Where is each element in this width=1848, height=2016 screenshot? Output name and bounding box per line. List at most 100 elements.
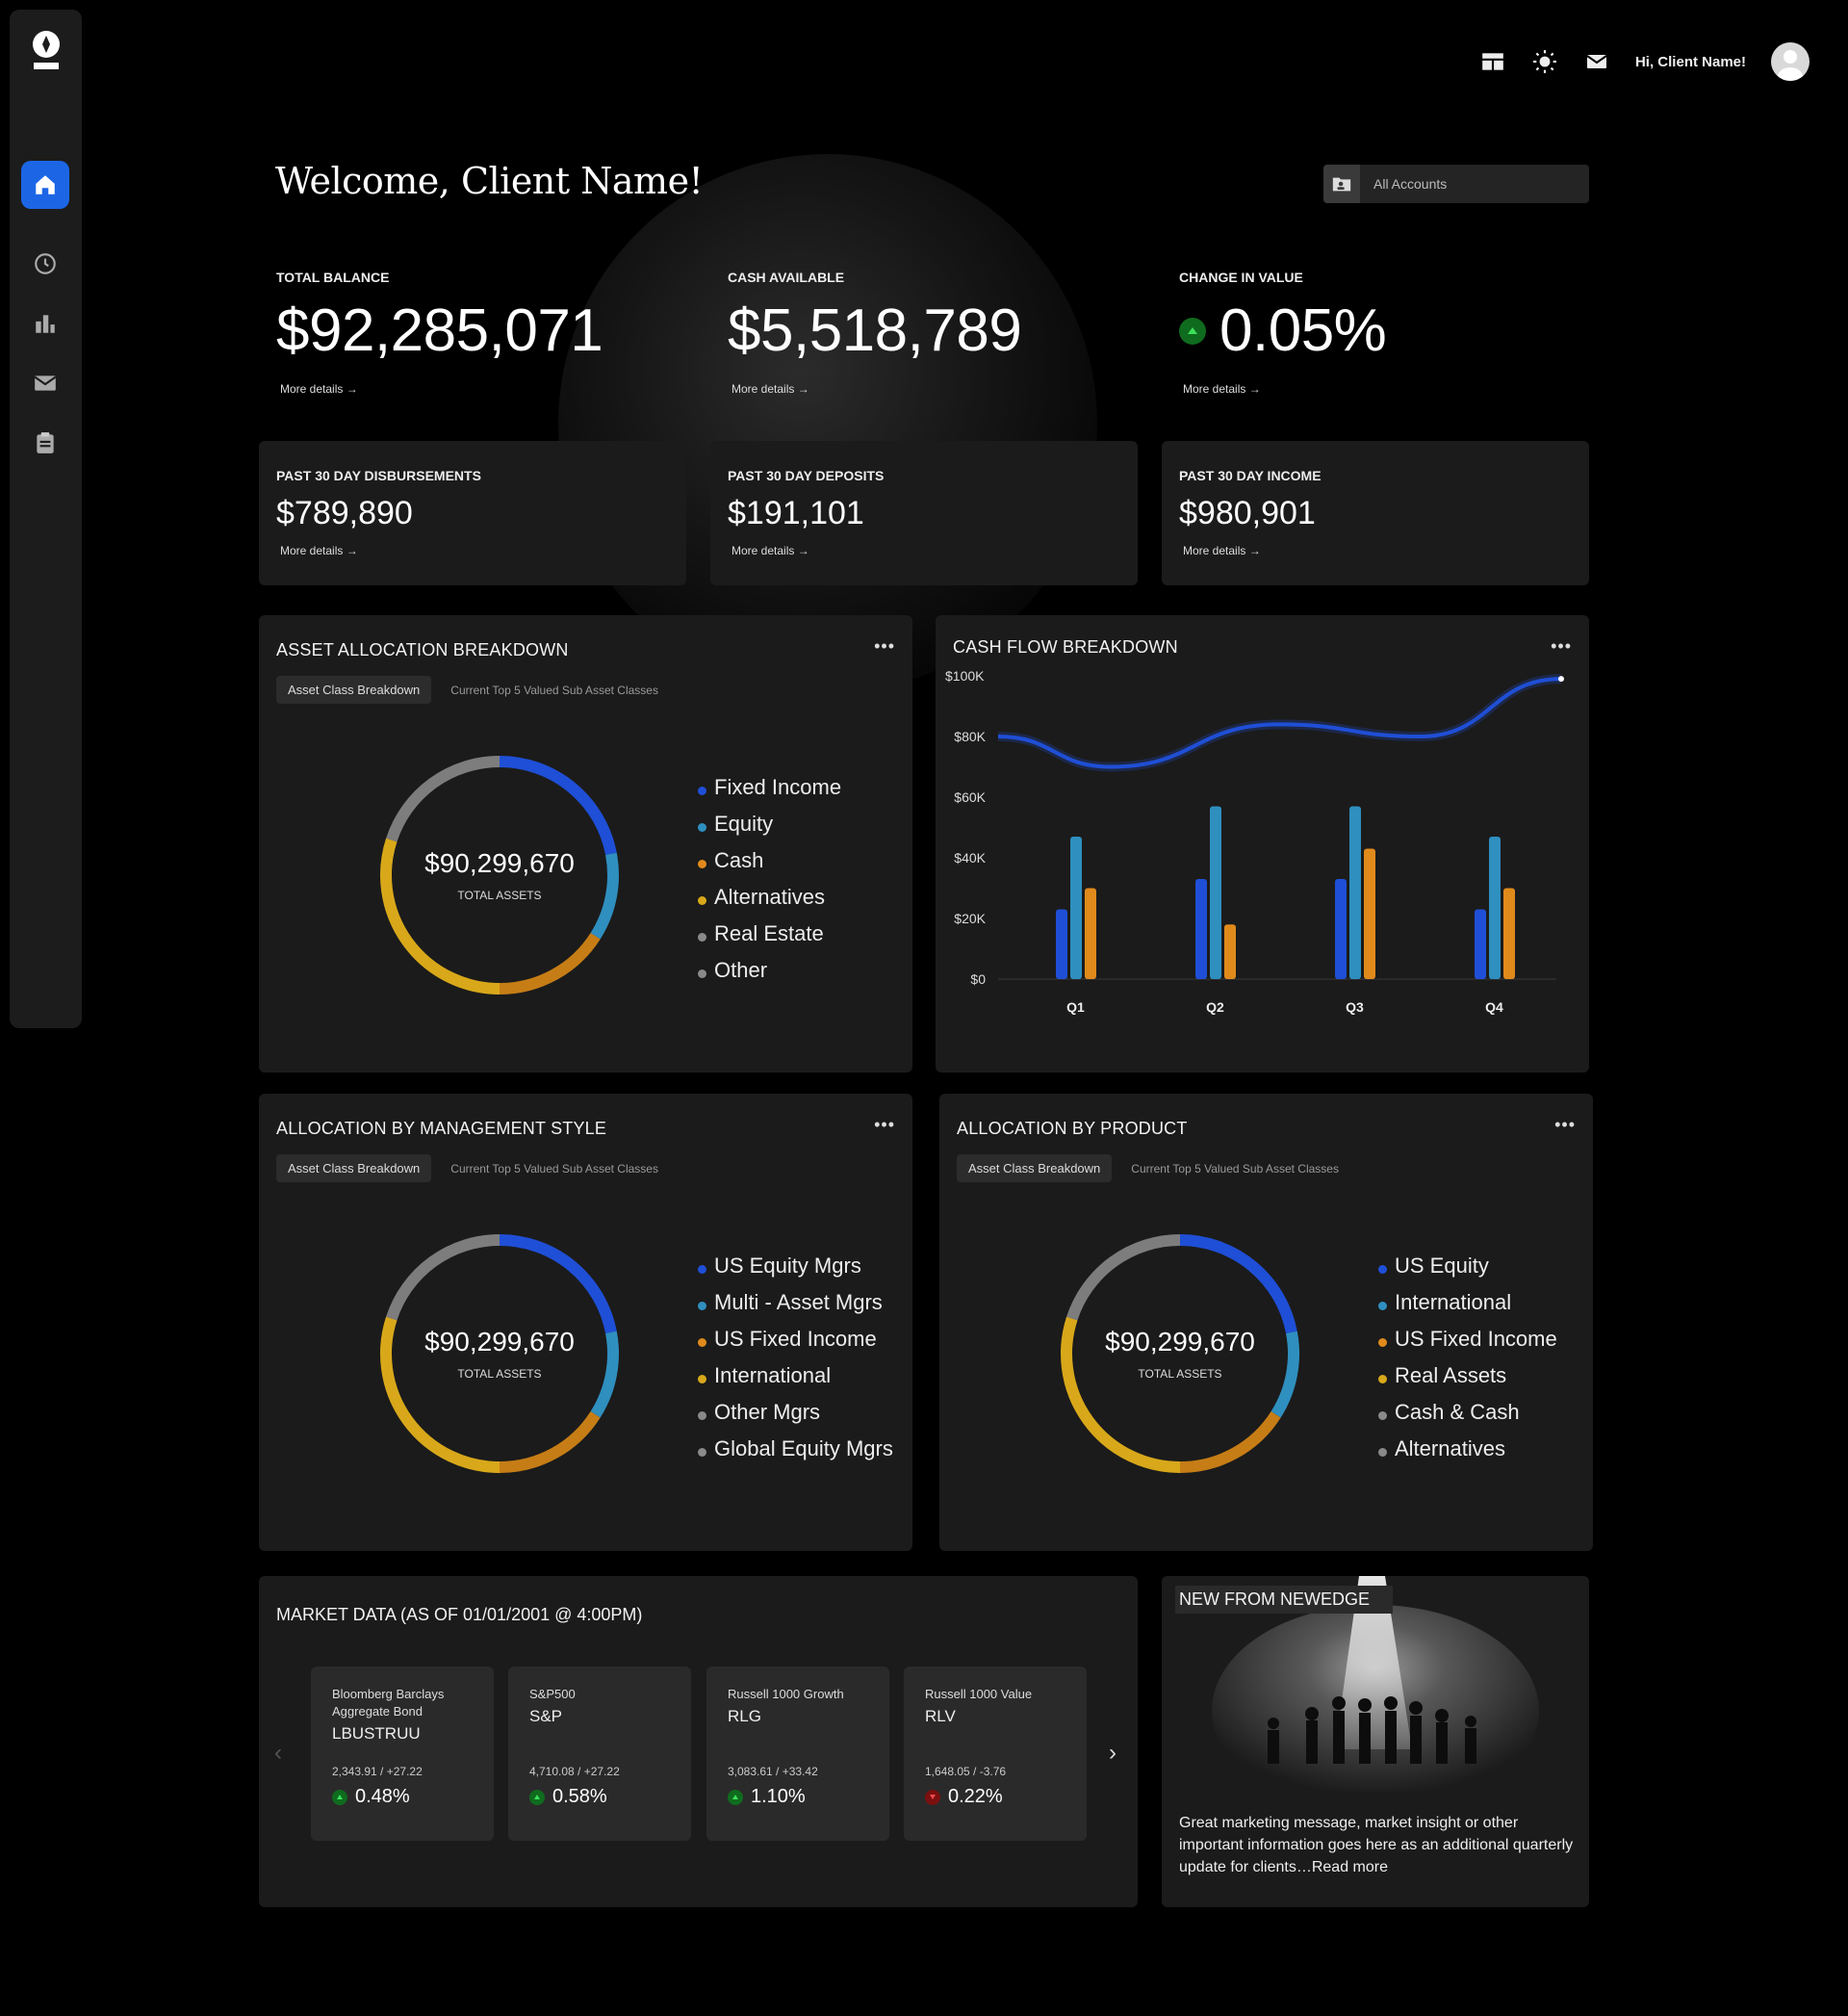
panel-title: MARKET DATA (AS OF 01/01/2001 @ 4:00PM) xyxy=(276,1605,643,1624)
panel-cash-flow: CASH FLOW BREAKDOWN ••• $0 $20K $40K $60K $8… xyxy=(936,615,1589,1073)
bar[interactable] xyxy=(1085,888,1096,980)
donut-segment[interactable] xyxy=(386,1234,500,1321)
y-tick-label: $0 xyxy=(970,971,986,987)
donut-segment[interactable] xyxy=(499,756,617,856)
bar[interactable] xyxy=(1195,879,1207,979)
donut-segment[interactable] xyxy=(590,1331,619,1418)
sidebar-item-documents[interactable] xyxy=(21,419,69,467)
more-details-link[interactable]: More details → xyxy=(732,382,809,396)
more-details-link[interactable]: More details → xyxy=(1183,544,1261,557)
clock-icon xyxy=(35,253,56,274)
carousel-next-icon[interactable]: › xyxy=(1109,1740,1116,1766)
series-line[interactable] xyxy=(997,677,1562,769)
donut-segment[interactable] xyxy=(499,1410,601,1473)
market-card[interactable]: Russell 1000 Growth RLG 3,083.61 / +33.4… xyxy=(706,1667,889,1841)
legend-item: Cash & Cash xyxy=(1378,1394,1557,1431)
bar[interactable] xyxy=(1335,879,1347,979)
more-options-icon[interactable]: ••• xyxy=(1554,1115,1576,1134)
background-orb xyxy=(558,154,1097,693)
kpi-label: CHANGE IN VALUE xyxy=(1179,270,1303,285)
tab-asset-class-breakdown[interactable]: Asset Class Breakdown xyxy=(957,1154,1113,1182)
line-endpoint[interactable] xyxy=(1558,676,1564,683)
tab-top-5-sub-asset-classes[interactable]: Current Top 5 Valued Sub Asset Classes xyxy=(450,1161,658,1176)
clipboard-icon xyxy=(37,432,54,453)
kpi-label: CASH AVAILABLE xyxy=(728,270,845,285)
market-price: 1,648.05 / -3.76 xyxy=(925,1765,1007,1778)
donut-segment[interactable] xyxy=(590,852,619,940)
trend-up-icon xyxy=(529,1789,545,1805)
market-card[interactable]: S&P500 S&P 4,710.08 / +27.22 0.58% xyxy=(508,1667,691,1841)
donut-segment[interactable] xyxy=(1066,1234,1181,1321)
card-label: PAST 30 DAY DEPOSITS xyxy=(728,468,885,483)
tab-asset-class-breakdown[interactable]: Asset Class Breakdown xyxy=(276,1154,432,1182)
y-tick-label: $20K xyxy=(954,911,986,926)
layout-icon[interactable] xyxy=(1479,48,1506,75)
kpi-total-balance: TOTAL BALANCE $92,285,071 More details → xyxy=(276,270,603,396)
donut-segment[interactable] xyxy=(499,1234,617,1334)
avatar[interactable] xyxy=(1771,42,1810,81)
y-tick-label: $80K xyxy=(954,729,986,744)
donut-segment[interactable] xyxy=(1270,1331,1299,1418)
sidebar-item-home[interactable] xyxy=(21,161,69,209)
more-options-icon[interactable]: ••• xyxy=(874,636,895,656)
more-options-icon[interactable]: ••• xyxy=(874,1115,895,1134)
bar[interactable] xyxy=(1489,836,1501,979)
bar[interactable] xyxy=(1210,806,1221,979)
panel-news: NEW FROM NEWEDGE Great marketing message… xyxy=(1162,1576,1589,1907)
market-percent: 0.58% xyxy=(552,1786,607,1807)
market-ticker: S&P xyxy=(529,1707,563,1725)
donut-segment[interactable] xyxy=(380,838,500,995)
kpi-cash-available: CASH AVAILABLE $5,518,789 More details → xyxy=(728,270,1022,396)
account-selector[interactable]: All Accounts xyxy=(1323,165,1589,203)
panel-asset-allocation: ASSET ALLOCATION BREAKDOWN ••• Asset Cla… xyxy=(259,615,912,1073)
x-tick-label: Q2 xyxy=(1206,999,1224,1015)
donut-segment[interactable] xyxy=(386,756,500,842)
kpi-value: $92,285,071 xyxy=(276,297,603,364)
tab-asset-class-breakdown[interactable]: Asset Class Breakdown xyxy=(276,676,432,704)
market-card[interactable]: Russell 1000 Value RLV 1,648.05 / -3.76 … xyxy=(904,1667,1087,1841)
donut-segment[interactable] xyxy=(1179,1410,1281,1473)
sidebar-item-messages[interactable] xyxy=(21,359,69,407)
donut-segment[interactable] xyxy=(380,1316,500,1473)
brightness-icon[interactable] xyxy=(1531,48,1558,75)
user-greeting[interactable]: Hi, Client Name! xyxy=(1634,53,1746,70)
news-body[interactable]: Great marketing message, market insight … xyxy=(1179,1815,1574,1875)
bar[interactable] xyxy=(1070,836,1082,979)
tab-top-5-sub-asset-classes[interactable]: Current Top 5 Valued Sub Asset Classes xyxy=(450,683,658,697)
donut-segment[interactable] xyxy=(499,932,601,995)
donut-segment[interactable] xyxy=(1061,1316,1181,1473)
sidebar-item-history[interactable] xyxy=(21,240,69,288)
x-tick-label: Q1 xyxy=(1066,999,1085,1015)
y-tick-label: $100K xyxy=(945,668,985,684)
sidebar-item-reports[interactable] xyxy=(21,299,69,348)
bar[interactable] xyxy=(1349,806,1361,979)
donut-chart: $90,299,670 TOTAL ASSETS xyxy=(374,1228,625,1479)
carousel-prev-icon[interactable]: ‹ xyxy=(274,1740,282,1766)
legend-item: Multi - Asset Mgrs xyxy=(698,1284,893,1321)
bar[interactable] xyxy=(1475,909,1486,979)
bar[interactable] xyxy=(1503,888,1515,980)
bar[interactable] xyxy=(1224,924,1236,979)
market-ticker: RLG xyxy=(728,1707,761,1725)
card-label: PAST 30 DAY DISBURSEMENTS xyxy=(276,468,481,483)
donut-segment[interactable] xyxy=(1179,1234,1297,1334)
bar-chart-icon xyxy=(36,315,55,333)
home-icon xyxy=(36,175,55,194)
more-details-link[interactable]: More details → xyxy=(280,382,358,396)
mail-icon[interactable] xyxy=(1583,48,1610,75)
more-details-link[interactable]: More details → xyxy=(732,544,809,557)
logo-icon[interactable] xyxy=(31,29,62,79)
donut-total-label: TOTAL ASSETS xyxy=(1138,1367,1222,1381)
donut-chart: $90,299,670 TOTAL ASSETS xyxy=(1055,1228,1305,1479)
donut-legend: Fixed Income Equity Cash Alternatives Re… xyxy=(698,769,841,989)
tab-top-5-sub-asset-classes[interactable]: Current Top 5 Valued Sub Asset Classes xyxy=(1131,1161,1339,1176)
more-options-icon[interactable]: ••• xyxy=(1551,636,1572,656)
market-index-name: Russell 1000 Growth xyxy=(728,1687,844,1701)
legend-item: US Fixed Income xyxy=(698,1321,893,1357)
bar[interactable] xyxy=(1364,848,1375,979)
market-percent: 1.10% xyxy=(751,1786,806,1807)
more-details-link[interactable]: More details → xyxy=(1183,382,1261,396)
market-card[interactable]: Bloomberg Barclays Aggregate Bond LBUSTR… xyxy=(311,1667,494,1841)
more-details-link[interactable]: More details → xyxy=(280,544,358,557)
bar[interactable] xyxy=(1056,909,1067,979)
